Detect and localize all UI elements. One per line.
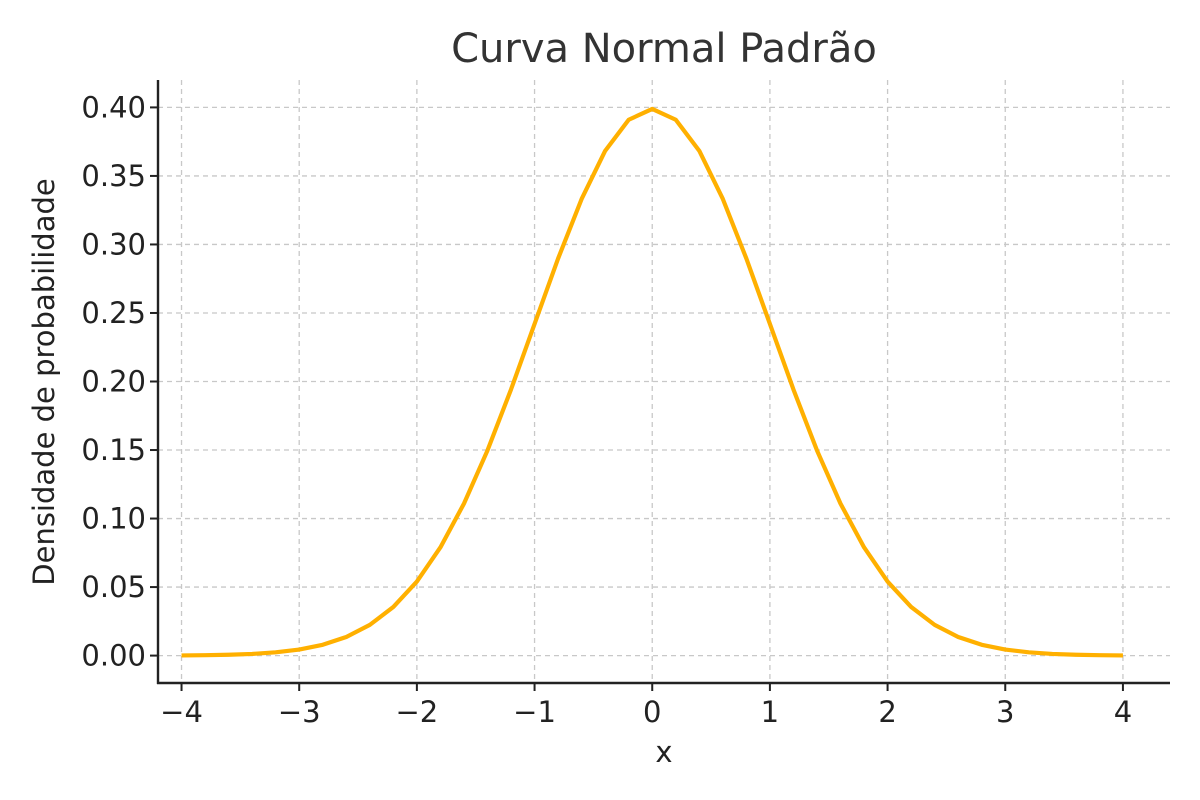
- y-tick-label: 0.30: [81, 227, 146, 261]
- y-tick-label: 0.35: [81, 159, 146, 193]
- y-tick-label: 0.15: [81, 433, 146, 467]
- series-line-normal-density: [181, 106, 1123, 658]
- x-axis-ticks: −4 −3 −2 −1 0 1 2 3 4: [160, 683, 1132, 729]
- y-tick-label: 0.10: [81, 502, 146, 536]
- x-tick-label: −2: [396, 695, 439, 729]
- x-tick-label: −1: [513, 695, 556, 729]
- grid: [158, 80, 1170, 683]
- chart-title: Curva Normal Padrão: [451, 26, 877, 72]
- y-tick-label: 0.05: [81, 570, 146, 604]
- y-tick-label: 0.00: [81, 639, 146, 673]
- x-tick-label: 0: [643, 695, 661, 729]
- x-axis-label: x: [655, 735, 672, 769]
- x-tick-label: −4: [160, 695, 203, 729]
- y-tick-label: 0.20: [81, 365, 146, 399]
- x-tick-label: 2: [878, 695, 896, 729]
- series-layer: [181, 106, 1123, 658]
- y-tick-label: 0.25: [81, 296, 146, 330]
- y-axis-label: Densidade de probabilidade: [27, 178, 61, 585]
- x-tick-label: 3: [996, 695, 1014, 729]
- x-tick-label: 4: [1114, 695, 1132, 729]
- y-tick-label: 0.40: [81, 90, 146, 124]
- x-tick-label: −3: [278, 695, 321, 729]
- x-tick-label: 1: [761, 695, 779, 729]
- y-axis-ticks: 0.00 0.05 0.10 0.15 0.20 0.25 0.30 0.35 0.40: [81, 90, 158, 673]
